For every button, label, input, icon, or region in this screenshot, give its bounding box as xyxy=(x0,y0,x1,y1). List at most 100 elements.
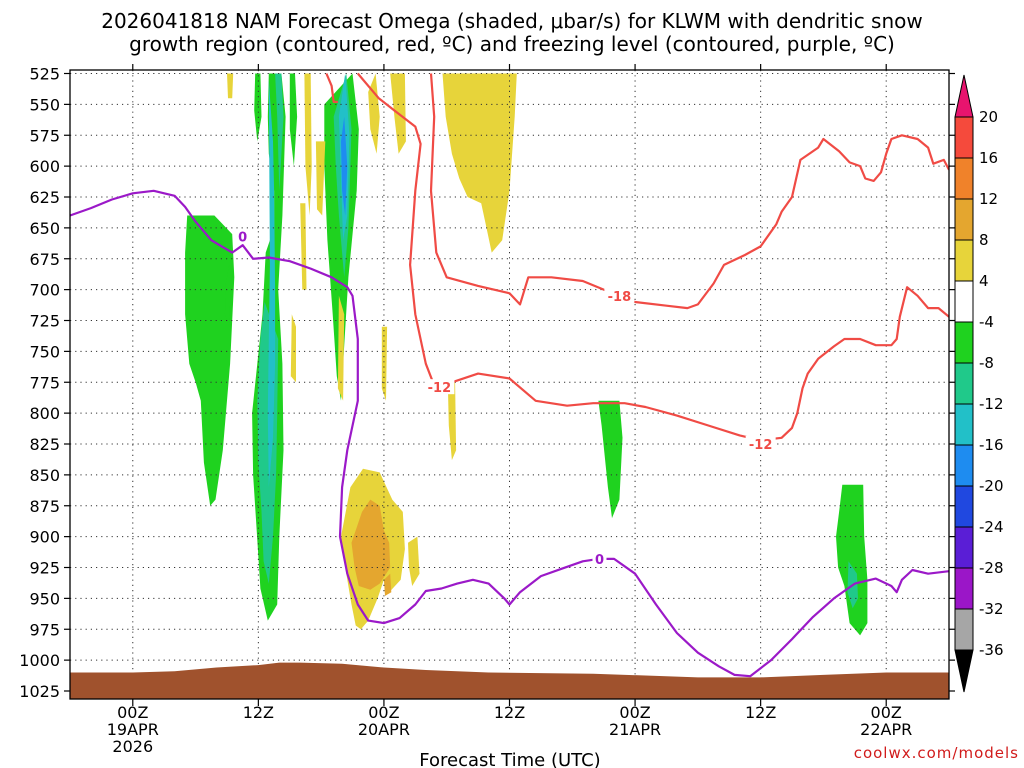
x-tick-label-0-2: 2026 xyxy=(112,737,153,756)
colorbar-bin-13 xyxy=(954,608,974,651)
omega-region-14 xyxy=(341,116,348,216)
omega-region-2 xyxy=(254,73,262,142)
x-tick-label-2-1: 20APR xyxy=(358,720,410,739)
colorbar-label-12: -32 xyxy=(979,600,1004,618)
colorbar-bin-0 xyxy=(954,74,974,118)
y-tick-label-1: 550 xyxy=(29,95,60,114)
contour-label-bg-2 xyxy=(604,287,635,303)
omega-region-21 xyxy=(368,73,380,154)
x-tick-label-4-0: 00Z xyxy=(619,703,650,722)
contour-label-0: 0 xyxy=(238,231,247,246)
contour-layer xyxy=(70,72,949,678)
omega-region-29 xyxy=(383,573,392,596)
omega-colorbar: 20 16 12 8 4 -4 -8 -12 -16 -20 -24 -28 -32 -36 xyxy=(954,74,1004,693)
colorbar-label-13: -36 xyxy=(979,641,1004,659)
x-tick-label-2-0: 00Z xyxy=(368,703,399,722)
colorbar-label-4: 4 xyxy=(979,272,989,290)
omega-shading-layer xyxy=(185,73,868,636)
colorbar-bin-7 xyxy=(954,362,974,405)
colorbar-label-6: -8 xyxy=(979,354,994,372)
y-tick-label-16: 925 xyxy=(29,559,60,578)
omega-region-28 xyxy=(351,499,391,590)
colorbar-bin-14 xyxy=(954,649,974,693)
omega-region-20 xyxy=(337,295,345,401)
omega-region-27 xyxy=(408,536,420,586)
y-tick-label-7: 700 xyxy=(29,281,60,300)
x-axis-label: Forecast Time (UTC) xyxy=(419,750,600,768)
colorbar-label-11: -28 xyxy=(979,559,1004,577)
y-tick-label-0: 525 xyxy=(29,65,60,84)
gridlines xyxy=(70,70,949,699)
chart-title-line1: 2026041818 NAM Forecast Omega (shaded, μ… xyxy=(101,9,923,33)
colorbar-bin-10 xyxy=(954,485,974,528)
colorbar-label-1: 16 xyxy=(979,149,998,167)
colorbar-label-0: 20 xyxy=(979,108,998,126)
colorbar-bin-8 xyxy=(954,403,974,446)
contour-label-bg-1 xyxy=(592,550,607,566)
colorbar-label-7: -12 xyxy=(979,395,1004,413)
y-tick-label-20: 1025 xyxy=(19,682,60,701)
colorbar-bin-4 xyxy=(954,239,974,282)
dendritic-minus18-contour xyxy=(429,73,949,310)
omega-region-0 xyxy=(185,215,235,506)
x-tick-label-1-0: 12Z xyxy=(243,703,274,722)
colorbar-label-2: 12 xyxy=(979,190,998,208)
x-tick-label-6-0: 00Z xyxy=(871,703,902,722)
colorbar-label-3: 8 xyxy=(979,231,989,249)
pressure-axis: 525 550 575 600 625 650 675 700 725 750 775 800 825 8… xyxy=(19,65,955,701)
y-tick-label-4: 625 xyxy=(29,188,60,207)
x-tick-label-3-0: 12Z xyxy=(494,703,525,722)
y-tick-label-5: 650 xyxy=(29,219,60,238)
y-tick-label-10: 775 xyxy=(29,373,60,392)
colorbar-label-8: -16 xyxy=(979,436,1004,454)
colorbar-bin-6 xyxy=(954,321,974,364)
contour-label-2: -18 xyxy=(608,290,632,305)
contour-label-bg-3 xyxy=(424,379,455,395)
omega-region-25 xyxy=(447,382,457,461)
contour-label-bg-4 xyxy=(745,436,776,451)
colorbar-bin-11 xyxy=(954,526,974,569)
omega-region-4 xyxy=(289,73,298,167)
contour-label-4: -12 xyxy=(749,438,773,453)
dendritic-minus12-contour-b xyxy=(356,72,949,442)
y-tick-label-18: 975 xyxy=(29,620,60,639)
contour-label-1: 0 xyxy=(595,553,604,568)
omega-region-7 xyxy=(836,484,868,636)
colorbar-bin-1 xyxy=(954,116,974,159)
omega-region-1 xyxy=(224,264,232,327)
y-tick-label-6: 675 xyxy=(29,250,60,269)
omega-region-18 xyxy=(304,73,312,216)
x-tick-label-0-0: 00Z xyxy=(117,703,148,722)
x-tick-label-6-1: 22APR xyxy=(860,720,912,739)
colorbar-label-10: -24 xyxy=(979,518,1004,536)
chart-title-line2: growth region (contoured, red, ºC) and f… xyxy=(129,32,895,56)
y-tick-label-12: 825 xyxy=(29,435,60,454)
colorbar-bin-9 xyxy=(954,444,974,487)
colorbar-bin-3 xyxy=(954,198,974,241)
colorbar-bin-12 xyxy=(954,567,974,610)
colorbar-bin-5 xyxy=(954,280,974,323)
omega-region-19 xyxy=(315,141,326,216)
y-tick-label-3: 600 xyxy=(29,157,60,176)
omega-region-15 xyxy=(227,73,234,99)
y-tick-label-19: 1000 xyxy=(19,651,60,670)
contour-labels: 0 0 -18 -12 -12 xyxy=(235,228,776,568)
y-tick-label-8: 725 xyxy=(29,312,60,331)
omega-region-9 xyxy=(275,73,284,191)
y-tick-label-9: 750 xyxy=(29,342,60,361)
freezing-level-contour xyxy=(70,189,949,678)
x-tick-label-4-1: 21APR xyxy=(609,720,661,739)
credit-text: coolwx.com/models xyxy=(854,744,1019,762)
x-tick-label-0-1: 19APR xyxy=(107,720,159,739)
y-tick-label-14: 875 xyxy=(29,497,60,516)
colorbar-label-9: -20 xyxy=(979,477,1004,495)
omega-region-24 xyxy=(442,73,517,253)
colorbar-bin-2 xyxy=(954,157,974,200)
y-tick-label-2: 575 xyxy=(29,126,60,145)
contour-label-3: -12 xyxy=(428,381,452,396)
omega-region-12 xyxy=(267,79,276,488)
contour-label-bg-0 xyxy=(235,228,250,244)
omega-region-16 xyxy=(290,314,296,383)
